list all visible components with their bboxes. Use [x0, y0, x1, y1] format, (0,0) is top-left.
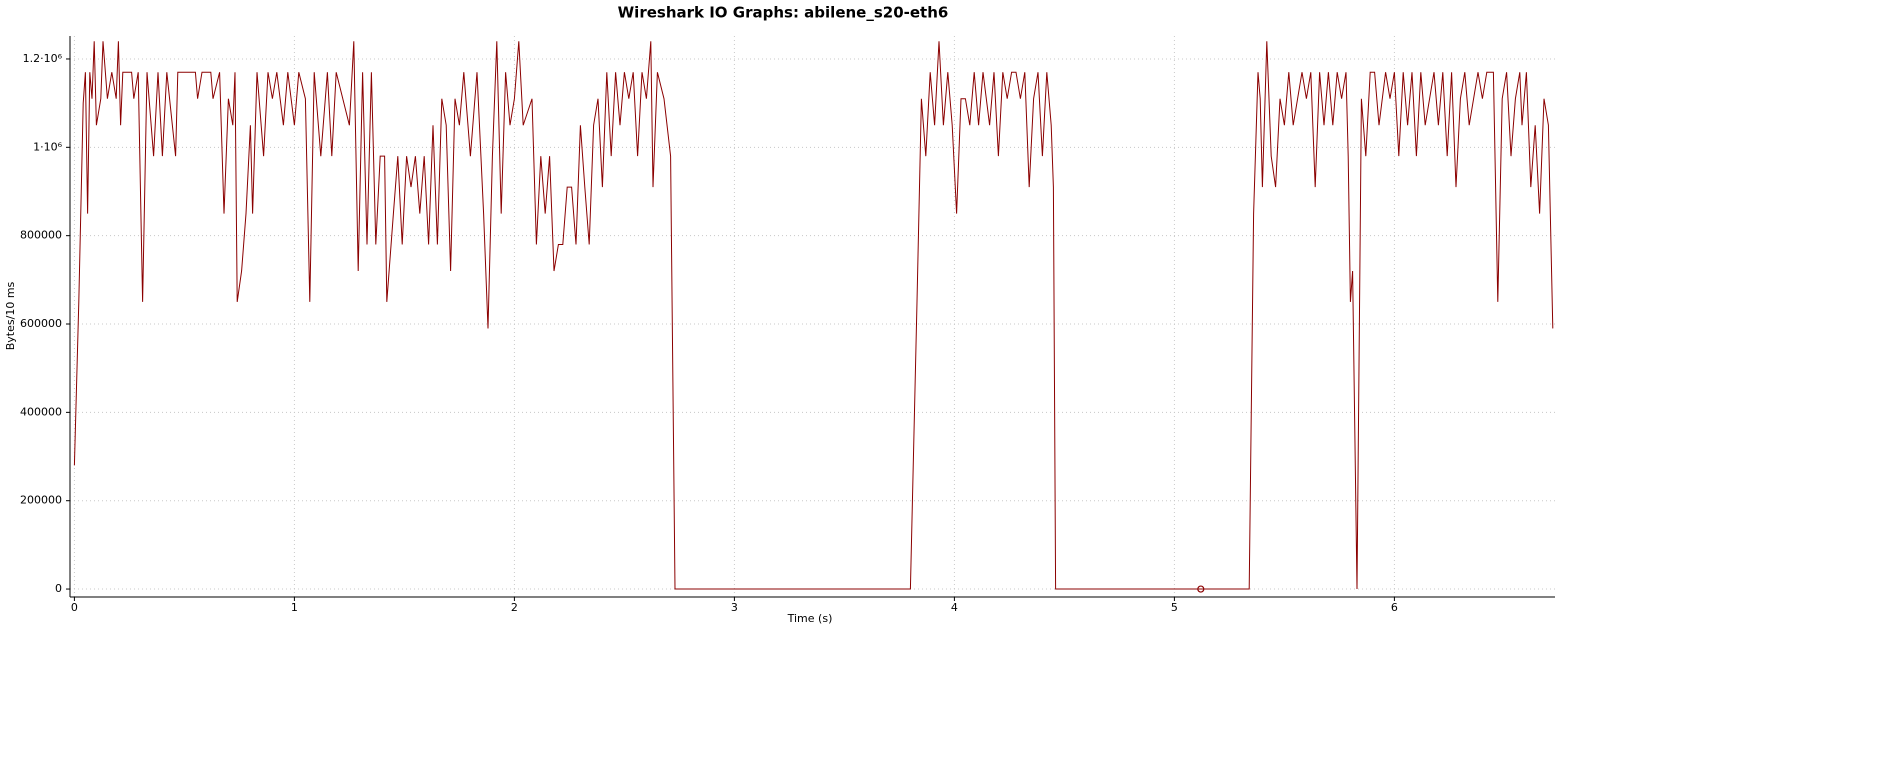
tracer — [1197, 585, 1205, 593]
series-line — [73, 41, 1554, 590]
y-axis-label: Bytes/10 ms — [4, 281, 17, 350]
y-tick-label: 400000 — [20, 405, 62, 418]
chart-title: Wireshark IO Graphs: abilene_s20-eth6 — [618, 4, 949, 22]
y-tick-label: 600000 — [20, 317, 62, 330]
x-tick-label: 5 — [1171, 601, 1178, 614]
y-tick-label: 200000 — [20, 494, 62, 507]
x-tick-label: 1 — [291, 601, 298, 614]
y-tick-label: 0 — [55, 582, 62, 595]
x-tick-label: 0 — [71, 601, 78, 614]
x-axis-label: Time (s) — [787, 612, 833, 625]
x-tick-label: 2 — [511, 601, 518, 614]
y-tick-label: 800000 — [20, 229, 62, 242]
y-tick-label: 1·10⁶ — [33, 140, 62, 153]
x-tick-label: 6 — [1391, 601, 1398, 614]
x-tick-label: 4 — [951, 601, 958, 614]
x-tick-label: 3 — [731, 601, 738, 614]
y-tick-label: 1.2·10⁶ — [23, 52, 63, 65]
